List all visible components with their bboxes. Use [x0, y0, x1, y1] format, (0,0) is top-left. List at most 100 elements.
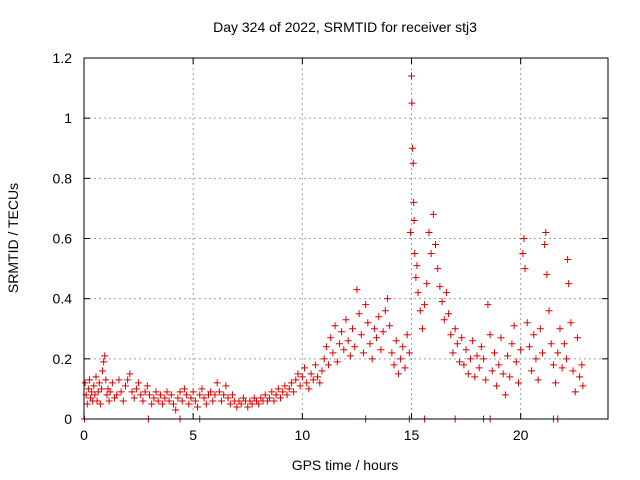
data-point [375, 313, 383, 321]
data-point [460, 361, 468, 369]
data-point [119, 397, 127, 405]
data-point [556, 325, 564, 333]
data-point [355, 310, 363, 318]
data-point [148, 400, 156, 408]
data-point [469, 337, 477, 345]
data-point [95, 379, 103, 387]
data-point [576, 373, 584, 381]
data-point [442, 289, 450, 297]
data-point [150, 394, 158, 402]
data-point [392, 337, 400, 345]
data-point [359, 349, 367, 357]
data-point [255, 400, 263, 408]
data-point [517, 346, 525, 354]
data-point [510, 322, 518, 330]
data-point [423, 280, 431, 288]
data-point [106, 388, 114, 396]
data-point [564, 256, 572, 264]
data-point [156, 391, 164, 399]
data-point [102, 376, 110, 384]
data-point [130, 394, 138, 402]
data-point [541, 241, 549, 249]
data-point [320, 355, 328, 363]
data-point [117, 388, 125, 396]
data-point [92, 373, 100, 381]
data-point [178, 397, 186, 405]
data-point [466, 355, 474, 363]
data-point [536, 325, 544, 333]
data-point [84, 385, 92, 393]
x-tick-label: 10 [295, 427, 311, 443]
data-point [364, 319, 372, 327]
data-point [198, 385, 206, 393]
data-point [344, 337, 352, 345]
data-point [413, 262, 421, 270]
data-point [383, 295, 391, 303]
data-point [410, 198, 418, 206]
data-point [565, 280, 573, 288]
data-point [473, 352, 481, 360]
data-point [139, 397, 147, 405]
data-point [183, 391, 191, 399]
data-point [233, 403, 241, 411]
data-point [322, 343, 330, 351]
data-point [416, 307, 424, 315]
data-point [185, 400, 193, 408]
data-point [571, 388, 579, 396]
data-point [464, 370, 472, 378]
data-point [172, 406, 180, 414]
y-axis-title: SRMTID / TECUs [5, 183, 21, 293]
data-point [351, 343, 359, 351]
data-point [373, 334, 381, 342]
data-point [406, 228, 414, 236]
data-point [161, 394, 169, 402]
data-point [338, 328, 346, 336]
data-point [514, 379, 522, 387]
data-point [569, 367, 577, 375]
data-point [560, 340, 568, 348]
data-point [307, 370, 315, 378]
data-point [176, 388, 184, 396]
data-point [340, 346, 348, 354]
y-tick-label: 1.2 [53, 50, 73, 66]
data-point [488, 367, 496, 375]
data-point [427, 250, 435, 258]
data-point [534, 376, 542, 384]
data-point [126, 370, 134, 378]
data-point [248, 400, 256, 408]
data-point [362, 301, 370, 309]
data-point [333, 358, 341, 366]
data-point [132, 385, 140, 393]
data-point [335, 340, 343, 348]
data-point [180, 385, 188, 393]
data-point [410, 216, 418, 224]
data-point [475, 364, 483, 372]
data-point [547, 340, 555, 348]
grid-lines [84, 58, 608, 419]
data-point [207, 388, 215, 396]
data-point [558, 364, 566, 372]
data-point [449, 349, 457, 357]
data-point [421, 301, 429, 309]
data-point [405, 349, 413, 357]
data-point [103, 391, 111, 399]
data-point [528, 367, 536, 375]
data-point [519, 250, 527, 258]
data-point [552, 379, 560, 387]
data-point [530, 331, 538, 339]
data-point [377, 346, 385, 354]
data-point [226, 400, 234, 408]
data-point [499, 370, 507, 378]
x-tick-label: 5 [189, 427, 197, 443]
data-point [272, 391, 280, 399]
data-point [309, 376, 317, 384]
data-point [440, 316, 448, 324]
data-point [128, 388, 136, 396]
chart-title: Day 324 of 2022, SRMTID for receiver stj… [213, 19, 477, 35]
data-point [194, 403, 202, 411]
data-point [381, 307, 389, 315]
data-point [482, 376, 490, 384]
y-tick-label: 0.4 [53, 291, 73, 307]
data-point [215, 388, 223, 396]
data-point [327, 334, 335, 342]
